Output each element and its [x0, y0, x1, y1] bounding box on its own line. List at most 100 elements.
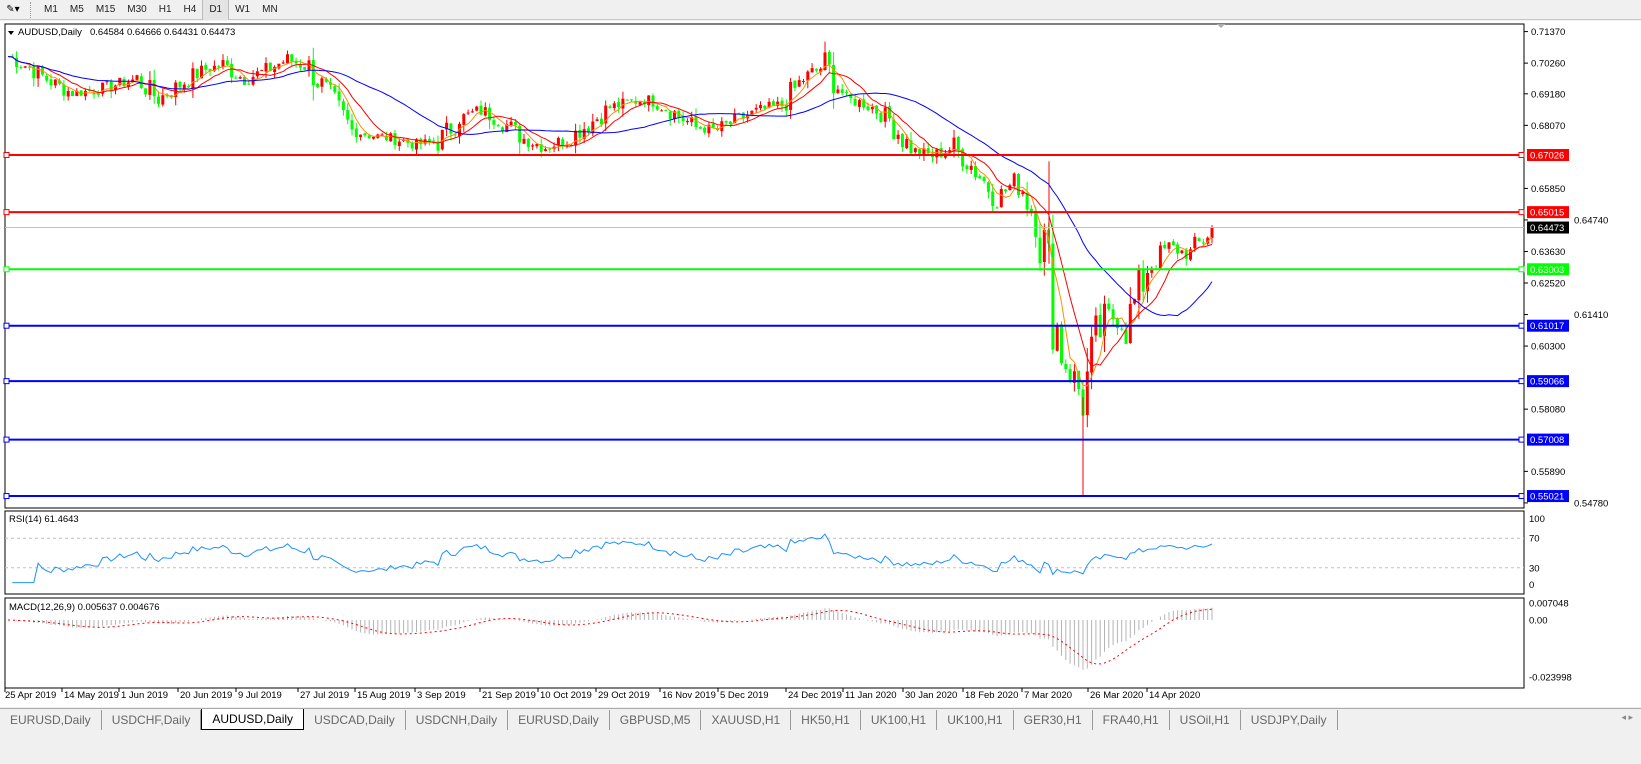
level-handle-left[interactable] — [3, 493, 10, 500]
chart-tab[interactable]: UK100,H1 — [861, 710, 938, 730]
candle-body — [961, 149, 965, 167]
candle-body — [1077, 370, 1081, 389]
chart-tab[interactable]: GBPUSD,M5 — [610, 710, 702, 730]
chart-canvas[interactable]: 0.71370 0.70260 0.69180 0.68070 0.65850 0.647… — [0, 21, 1641, 707]
ma-mid-line — [7, 55, 1213, 369]
candle-body — [144, 88, 148, 95]
candle-body — [771, 101, 775, 106]
level-handle-right[interactable] — [1518, 209, 1525, 216]
chart-tab[interactable]: AUDUSD,Daily — [201, 709, 305, 730]
candle-body — [888, 106, 891, 119]
chart-tab[interactable]: FRA40,H1 — [1093, 710, 1170, 730]
candle-body — [182, 84, 186, 89]
level-handle-left[interactable] — [3, 152, 10, 158]
candle-body — [1124, 329, 1128, 344]
candle-body — [767, 101, 771, 108]
timeframe-m15[interactable]: M15 — [95, 3, 116, 15]
candle-body — [974, 166, 977, 178]
date-tick-label: 29 Oct 2019 — [598, 690, 650, 701]
chart-tab[interactable]: USDCAD,Daily — [304, 710, 406, 730]
candle-body — [681, 117, 685, 122]
date-tick-label: 11 Jan 2020 — [845, 690, 897, 701]
chart-tab[interactable]: UK100,H1 — [937, 710, 1014, 730]
candle-body — [531, 145, 535, 147]
candle-body — [165, 94, 169, 97]
chart-tab[interactable]: EURUSD,Daily — [508, 710, 610, 730]
timeframe-d1[interactable]: D1 — [202, 0, 230, 20]
candle-body — [883, 107, 887, 122]
draw-tools-icon[interactable]: ✎▾ — [6, 4, 20, 15]
candle-body — [892, 119, 896, 140]
level-handle-right[interactable] — [1518, 152, 1525, 158]
chart-window[interactable]: 0.71370 0.70260 0.69180 0.68070 0.65850 0.647… — [0, 21, 1641, 707]
level-handle-left[interactable] — [3, 378, 10, 385]
chart-tab[interactable]: GER30,H1 — [1014, 710, 1093, 730]
timeframe-m5[interactable]: M5 — [69, 3, 84, 15]
level-handle-left[interactable] — [3, 266, 10, 273]
candle-body — [810, 68, 814, 73]
candle-body — [273, 66, 277, 73]
candle-body — [333, 86, 337, 93]
date-tick-label: 20 Jun 2019 — [180, 690, 232, 701]
timeframe-h4[interactable]: H4 — [183, 3, 197, 15]
candle-body — [698, 126, 702, 129]
chart-tab[interactable]: HK50,H1 — [791, 710, 861, 730]
chart-tab[interactable]: USOil,H1 — [1170, 710, 1241, 730]
candle-body — [1025, 192, 1029, 210]
timeframe-w1[interactable]: W1 — [235, 3, 251, 15]
candle-body — [311, 60, 315, 86]
chart-tab[interactable]: USDCNH,Daily — [406, 710, 509, 730]
level-handle-right[interactable] — [1518, 436, 1525, 443]
timeframe-m30[interactable]: M30 — [127, 3, 147, 15]
price-tick-label: 0.69180 — [1531, 89, 1565, 100]
timeframe-mn[interactable]: MN — [262, 3, 278, 15]
candle-body — [948, 150, 952, 152]
candle-body — [92, 92, 96, 95]
candle-body — [1201, 242, 1205, 244]
candle-body — [819, 68, 823, 72]
level-handle-left[interactable] — [3, 209, 10, 216]
collapse-icon[interactable] — [8, 31, 14, 35]
candle-body — [518, 125, 522, 143]
candle-body — [879, 113, 883, 122]
level-handle-right[interactable] — [1518, 322, 1525, 329]
date-tick-label: 24 Dec 2019 — [788, 690, 842, 701]
chart-tab[interactable]: USDJPY,Daily — [1241, 710, 1338, 730]
date-tick-label: 27 Jul 2019 — [300, 690, 349, 701]
level-handle-right[interactable] — [1518, 266, 1525, 273]
candle-body — [728, 121, 732, 125]
chart-tab[interactable]: EURUSD,Daily — [0, 710, 102, 730]
rsi-tick-label: 0 — [1529, 580, 1534, 591]
candle-body — [1163, 244, 1167, 249]
candle-body — [823, 52, 827, 71]
level-handle-right[interactable] — [1518, 378, 1525, 385]
level-handle-left[interactable] — [3, 322, 10, 329]
chart-tab[interactable]: USDCHF,Daily — [102, 710, 202, 730]
level-handle-left[interactable] — [3, 436, 10, 443]
candle-body — [337, 91, 341, 101]
candle-body — [1158, 245, 1162, 269]
timeframe-h1[interactable]: H1 — [158, 3, 172, 15]
candle-body — [1060, 324, 1063, 364]
level-price-label: 0.59066 — [1530, 377, 1564, 388]
candle-body — [79, 90, 83, 96]
candle-body — [647, 95, 651, 106]
chart-tab[interactable]: XAUUSD,H1 — [701, 710, 792, 730]
tab-scroll-arrows[interactable]: ◂ ▸ — [1621, 712, 1633, 722]
last-price-label: 0.64473 — [1530, 223, 1564, 234]
candle-body — [780, 100, 784, 107]
timeframe-m1[interactable]: M1 — [44, 3, 58, 15]
candle-body — [836, 89, 840, 93]
macd-label: MACD(12,26,9) 0.005637 0.004676 — [9, 602, 160, 613]
price-tick-label: 0.63630 — [1531, 247, 1565, 258]
candle-body — [1111, 309, 1115, 320]
candle-body — [109, 81, 113, 91]
price-tick-label: 0.62520 — [1531, 279, 1565, 290]
candle-body — [522, 138, 526, 144]
level-price-label: 0.65015 — [1530, 208, 1564, 219]
date-tick-label: 25 Apr 2019 — [5, 690, 56, 701]
date-tick-label: 9 Jul 2019 — [238, 690, 282, 701]
level-handle-right[interactable] — [1518, 493, 1525, 500]
candle-body — [1103, 303, 1106, 337]
date-tick-label: 30 Jan 2020 — [905, 690, 957, 701]
